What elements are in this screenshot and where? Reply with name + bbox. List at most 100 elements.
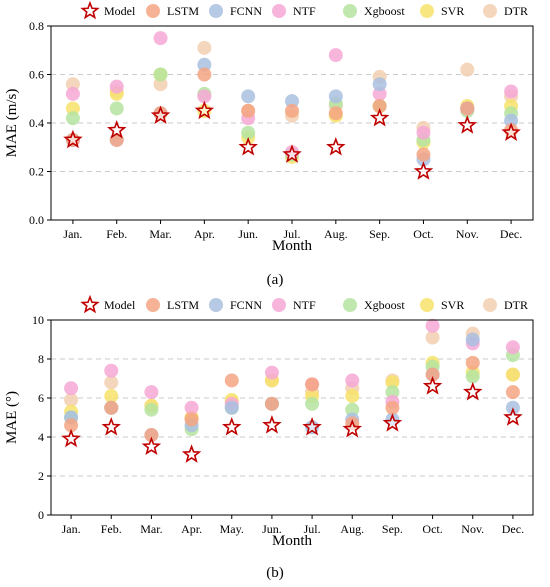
point-model [238,137,258,156]
point-dtr [153,77,168,92]
legend-marker-svr [420,4,434,18]
x-tick-label: Dec. [500,227,522,241]
panel-b: 0 2 4 6 8 10 Jan. Feb. Mar. Apr. May. Jun. Jul. Aug. S… [4,294,534,581]
point-model [194,100,215,120]
point-ntf [184,400,199,415]
legend-label-svr: SVR [441,4,464,18]
x-axis-label: Month [272,238,313,254]
point-lstm [241,103,256,118]
point-svr [385,375,400,390]
legend-marker-lstm [146,4,160,18]
point-lstm [305,377,320,392]
legend-label-ntf: NTF [293,4,316,18]
point-fcnn [285,94,299,109]
point-dtr [197,40,212,55]
point-lstm [328,106,343,121]
point-xgboost [109,101,124,116]
legend-marker-xgboost [343,298,357,312]
y-tick-label: 4 [38,430,44,444]
legend-marker-lstm [146,298,160,312]
point-lstm [224,373,239,388]
legend-marker-svr [420,298,434,312]
legend-marker-model [80,0,100,20]
point-ntf [144,385,159,400]
x-tick-label: Oct. [413,227,433,241]
point-xgboost [465,369,480,384]
x-tick-label: Jun. [262,522,282,536]
point-lstm [372,99,387,114]
point-model [503,407,523,426]
point-svr [104,389,119,404]
legend-label-model: Model [104,298,136,312]
x-tick-label: Jan. [62,522,81,536]
legend-label-fcnn: FCNN [230,298,262,312]
point-model [101,417,122,436]
x-tick-label: Mar. [149,227,171,241]
legend-label-ntf: NTF [293,298,316,312]
x-tick-label: Jul. [304,522,321,536]
point-lstm [104,400,119,415]
point-dtr [425,330,440,345]
x-tick-label: Nov. [461,522,484,536]
point-model [221,417,242,436]
x-axis-label: Month [272,533,313,549]
point-lstm [197,67,212,82]
point-model [326,137,346,156]
y-tick-label: 0.6 [29,68,44,82]
y-axis-label: MAE (m/s) [4,89,20,158]
point-ntf [328,48,343,63]
point-lstm [385,400,400,415]
y-tick-label: 0 [38,508,44,522]
legend-label-fcnn: FCNN [230,4,262,18]
point-lstm [184,412,199,427]
legend-label-xgboost: Xgboost [364,298,405,312]
plot-frame [50,25,534,221]
point-lstm [285,103,299,118]
point-model [106,120,127,139]
point-model [61,428,81,448]
y-tick-label: 0.4 [29,116,44,130]
x-tick-label: May. [220,522,244,536]
point-ntf [372,86,387,101]
x-tick-label: Feb. [101,522,122,536]
legend-label-dtr: DTR [504,4,528,18]
y-tick-label: 0.0 [29,213,44,227]
point-xgboost [65,111,80,126]
plot-frame [50,319,534,516]
point-ntf [505,340,520,355]
point-lstm [416,147,431,162]
point-ntf [345,373,360,388]
point-lstm [460,101,475,116]
point-model [457,115,478,134]
point-svr [65,101,80,116]
legend-marker-ntf [272,4,286,18]
point-model [501,122,521,141]
x-tick-label: Sep. [369,227,390,241]
point-lstm [264,396,279,411]
point-model [63,129,83,149]
point-fcnn [197,57,212,72]
point-model [413,161,434,180]
point-ntf [197,89,212,104]
point-xgboost [241,125,256,140]
point-model [141,436,162,456]
point-xgboost [345,402,360,417]
y-tick-label: 6 [38,391,44,405]
legend-label-model: Model [104,4,136,18]
legend-marker-ntf [272,298,286,312]
x-tick-label: Jul. [283,227,300,241]
x-tick-label: Mar. [140,522,162,536]
point-lstm [425,367,440,382]
x-tick-label: Jun. [238,227,258,241]
legend-marker-dtr [483,4,497,18]
point-dtr [104,375,119,390]
point-fcnn [224,400,239,415]
point-model [282,144,302,163]
point-lstm [144,428,159,443]
point-ntf [264,365,279,380]
legend-label-lstm: LSTM [167,298,199,312]
panel-label: (b) [266,565,284,581]
legend-marker-fcnn [209,298,223,312]
point-dtr [460,62,475,77]
